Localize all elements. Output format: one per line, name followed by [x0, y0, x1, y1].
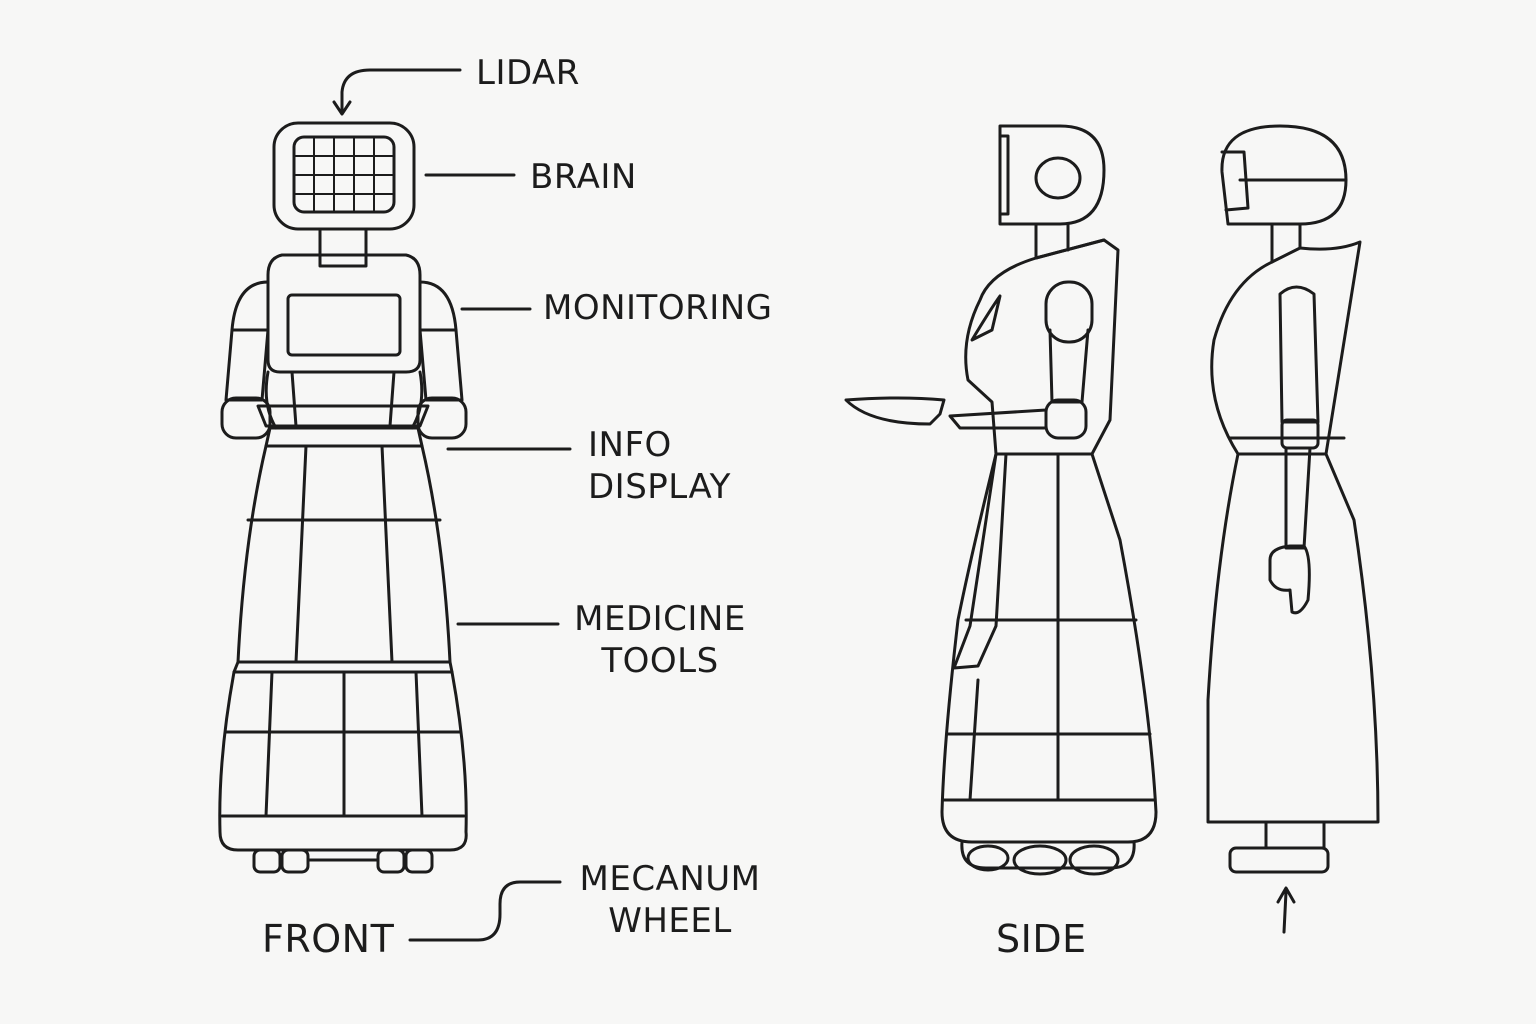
lidar-arrowhead-icon	[332, 100, 352, 116]
side-apron	[952, 452, 1008, 670]
view-label-front: FRONT	[262, 917, 395, 961]
side-torso	[964, 238, 1120, 456]
label-info-display-line2: DISPLAY	[588, 467, 731, 507]
front-right-hand	[416, 396, 468, 440]
front-left-shoulder	[230, 280, 270, 332]
label-medicine-tools-line1: MEDICINE	[574, 599, 746, 639]
label-monitoring: MONITORING	[543, 288, 773, 328]
monitoring-screen	[286, 293, 402, 357]
front-chest	[266, 253, 422, 374]
side-upper-arm	[1044, 280, 1094, 344]
back-head	[1220, 124, 1348, 226]
side-head	[998, 124, 1106, 226]
back-foot	[1228, 846, 1330, 874]
back-hand	[1268, 544, 1311, 615]
front-robot	[218, 121, 468, 874]
lidar-leader	[340, 68, 462, 114]
side-eye	[1034, 156, 1082, 200]
front-wheels	[252, 848, 434, 874]
front-right-shoulder	[418, 280, 458, 332]
front-apron	[236, 444, 452, 664]
label-lidar: LIDAR	[476, 53, 580, 93]
front-right-arm	[418, 328, 464, 402]
view-label-side: SIDE	[996, 917, 1087, 961]
front-neck	[318, 227, 368, 268]
side-robot	[844, 124, 1158, 876]
label-mecanum-wheel-line2: WHEEL	[608, 901, 732, 941]
back-skirt	[1206, 452, 1380, 824]
label-medicine-tools-line2: TOOLS	[601, 641, 719, 681]
front-tray	[256, 404, 430, 428]
label-mecanum-wheel-line1: MECANUM	[579, 859, 761, 899]
back-torso	[1210, 240, 1362, 456]
front-left-arm	[224, 328, 270, 402]
callout-lines	[332, 68, 572, 942]
back-robot	[1206, 124, 1380, 934]
mecanum-wheel-leader	[408, 880, 562, 942]
front-skirt	[218, 660, 468, 852]
label-info-display-line1: INFO	[588, 425, 672, 465]
label-brain: BRAIN	[530, 157, 637, 197]
side-skirt	[940, 452, 1158, 844]
front-face-grid	[293, 136, 395, 213]
up-arrow-icon	[1276, 886, 1296, 934]
side-plate	[844, 396, 946, 426]
